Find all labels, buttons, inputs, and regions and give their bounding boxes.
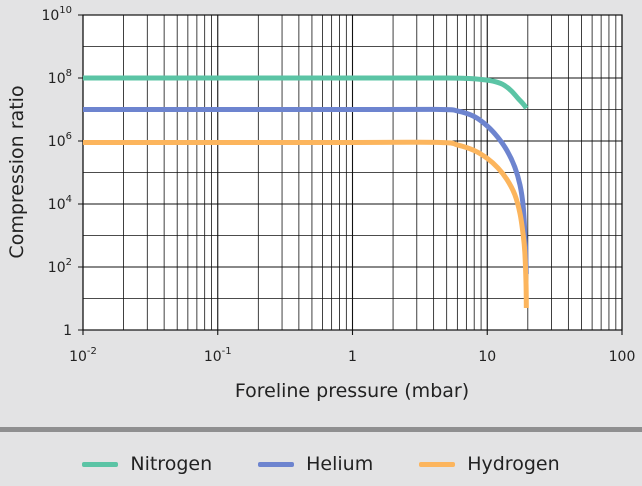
y-axis-title: Compression ratio — [6, 85, 28, 258]
y-tick-label: 1010 — [41, 5, 72, 24]
legend-label-helium: Helium — [306, 453, 374, 475]
x-tick-label: 1 — [348, 349, 357, 365]
y-tick-label: 108 — [48, 68, 72, 87]
legend-label-nitrogen: Nitrogen — [130, 453, 213, 475]
series-line-helium — [82, 106, 529, 275]
chart-svg: 10-2 10-1 1 10 100 1 102 104 106 108 1010 Foreline… — [6, 5, 635, 402]
legend-divider — [0, 427, 642, 432]
legend-item-helium: Helium — [258, 453, 373, 475]
legend-label-hydrogen: Hydrogen — [467, 453, 560, 475]
series-layer — [82, 75, 529, 309]
x-tick-label: 10 — [478, 349, 496, 365]
series-line-nitrogen — [82, 75, 529, 110]
x-tick-label: 10-1 — [204, 346, 232, 365]
legend: Nitrogen Helium Hydrogen — [0, 450, 642, 478]
grid-minor — [83, 15, 622, 330]
legend-item-nitrogen: Nitrogen — [82, 453, 212, 475]
tick-labels: 10-2 10-1 1 10 100 1 102 104 106 108 1010 — [41, 5, 635, 365]
legend-swatch-nitrogen — [82, 461, 119, 467]
legend-item-hydrogen: Hydrogen — [419, 453, 560, 475]
legend-swatch-helium — [258, 461, 295, 467]
y-tick-label: 106 — [48, 131, 72, 150]
x-tick-label: 10-2 — [69, 346, 97, 365]
y-tick-label: 104 — [48, 194, 72, 213]
x-axis-title: Foreline pressure (mbar) — [235, 380, 469, 402]
y-tick-label: 102 — [48, 257, 72, 276]
y-tick-label: 1 — [63, 323, 72, 339]
series-line-hydrogen — [83, 139, 529, 309]
legend-swatch-hydrogen — [419, 461, 456, 467]
x-tick-label: 100 — [609, 349, 636, 365]
plot-frame — [82, 14, 623, 331]
